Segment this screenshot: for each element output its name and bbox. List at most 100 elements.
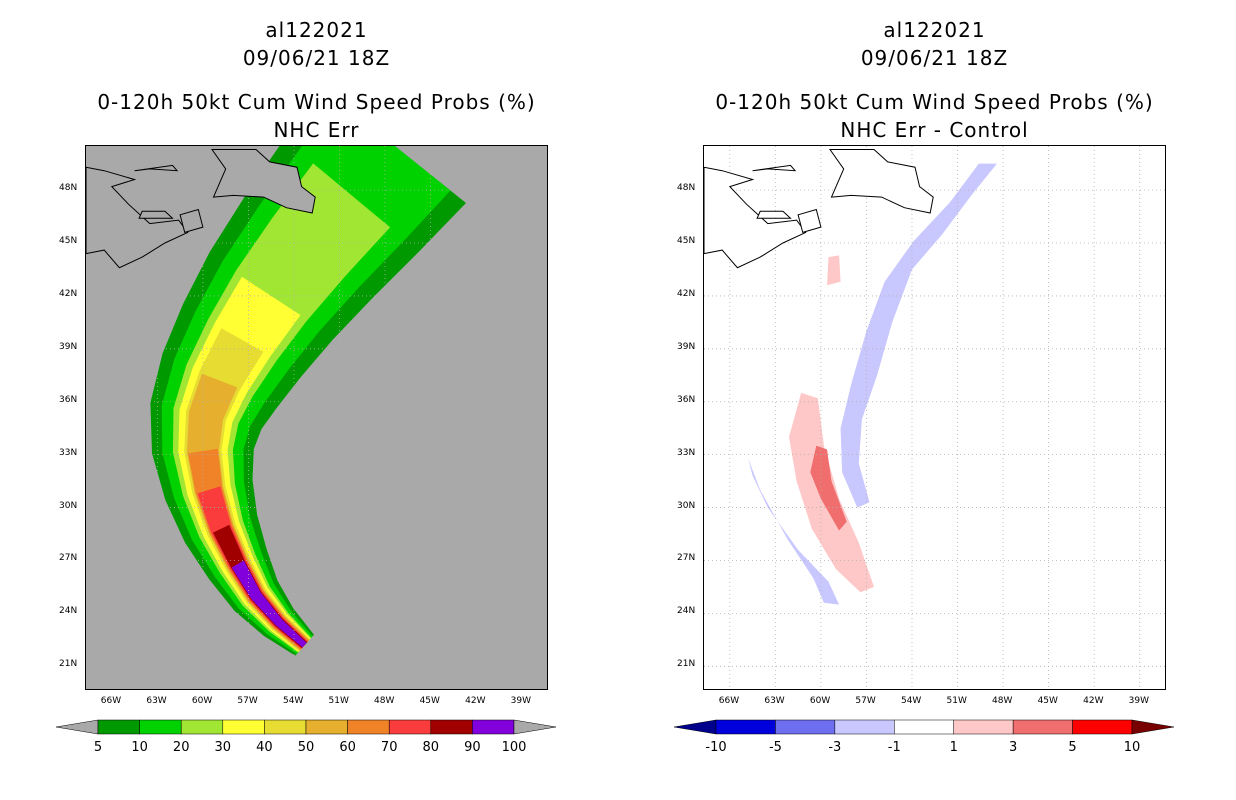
colorbar-swatch bbox=[894, 719, 954, 735]
y-tick-label: 39N bbox=[677, 341, 696, 352]
y-tick-label: 48N bbox=[677, 183, 696, 194]
y-tick-label: 45N bbox=[677, 236, 696, 246]
land-polygon bbox=[211, 149, 316, 214]
colorbar-underflow bbox=[56, 719, 99, 735]
right-map-plot bbox=[704, 146, 1165, 689]
colorbar-label: 5 bbox=[94, 740, 102, 755]
x-tick-label: 63W bbox=[764, 696, 785, 706]
x-tick-label: 45W bbox=[1037, 696, 1058, 706]
colorbar-label: 70 bbox=[381, 740, 398, 755]
land-polygon bbox=[179, 208, 204, 234]
left-map-plot bbox=[86, 146, 547, 689]
left-datetime: 09/06/21 18Z bbox=[242, 46, 391, 70]
land-polygon bbox=[756, 210, 792, 219]
x-tick-label: 51W bbox=[328, 696, 349, 706]
y-tick-label: 27N bbox=[59, 553, 78, 564]
land-polygon bbox=[86, 166, 189, 269]
x-tick-label: 66W bbox=[100, 696, 122, 706]
land-polygon bbox=[752, 164, 797, 172]
colorbar-swatch bbox=[834, 719, 895, 735]
prob-contour-50 bbox=[186, 373, 310, 651]
x-tick-label: 42W bbox=[1083, 696, 1104, 706]
x-tick-label: 57W bbox=[855, 696, 876, 706]
colorbar-underflow bbox=[674, 719, 717, 735]
y-tick-label: 48N bbox=[59, 183, 78, 194]
colorbar-label: 30 bbox=[215, 740, 232, 755]
diff-contour-plus-3 bbox=[810, 445, 847, 531]
diff-contour-plus-1-north bbox=[827, 255, 841, 286]
right-product-title: 0-120h 50kt Cum Wind Speed Probs (%) bbox=[715, 90, 1154, 114]
x-tick-label: 63W bbox=[146, 696, 167, 706]
y-tick-label: 30N bbox=[59, 500, 78, 511]
x-tick-label: 57W bbox=[237, 696, 258, 706]
colorbar-label: -5 bbox=[769, 740, 782, 755]
y-tick-label: 30N bbox=[677, 500, 696, 511]
coastline bbox=[86, 149, 316, 269]
y-tick-label: 36N bbox=[677, 394, 696, 405]
x-tick-label: 60W bbox=[191, 696, 213, 706]
colorbar-swatch bbox=[139, 719, 182, 735]
colorbar-swatch bbox=[305, 719, 348, 735]
right-storm-id: al122021 bbox=[883, 18, 986, 42]
y-tick-label: 45N bbox=[59, 236, 78, 246]
colorbar-overflow bbox=[1131, 719, 1174, 735]
diff-contour-minus-1 bbox=[840, 163, 997, 508]
right-subtitle: NHC Err - Control bbox=[840, 118, 1029, 142]
land-polygon bbox=[797, 208, 822, 234]
x-tick-label: 60W bbox=[809, 696, 831, 706]
colorbar-swatch bbox=[472, 719, 515, 735]
colorbar-swatch bbox=[715, 719, 776, 735]
right-colorbar: -10 -5 -3 -1 1 3 5 10 bbox=[674, 719, 1174, 755]
y-tick-label: 33N bbox=[59, 447, 78, 458]
colorbar-label: 80 bbox=[423, 740, 440, 755]
x-tick-label: 39W bbox=[1128, 696, 1150, 706]
left-probability-map bbox=[85, 145, 548, 690]
x-tick-label: 45W bbox=[419, 696, 440, 706]
colorbar-label: 3 bbox=[1009, 740, 1017, 755]
left-product-title: 0-120h 50kt Cum Wind Speed Probs (%) bbox=[97, 90, 536, 114]
colorbar-swatch bbox=[1072, 719, 1133, 735]
y-tick-label: 27N bbox=[677, 553, 696, 564]
y-tick-label: 21N bbox=[59, 659, 78, 670]
colorbar-swatch bbox=[97, 719, 140, 735]
y-tick-label: 24N bbox=[677, 606, 696, 617]
right-difference-map bbox=[703, 145, 1166, 690]
coastline bbox=[704, 149, 934, 269]
x-tick-label: 42W bbox=[465, 696, 486, 706]
y-tick-label: 36N bbox=[59, 394, 78, 405]
left-colorbar: 5 10 20 30 40 50 60 70 80 90 100 bbox=[56, 719, 556, 755]
x-tick-label: 48W bbox=[992, 696, 1013, 706]
land-polygon bbox=[829, 149, 934, 214]
land-polygon bbox=[134, 164, 179, 172]
grid bbox=[704, 146, 1165, 689]
colorbar-label: 20 bbox=[173, 740, 190, 755]
land-polygon bbox=[138, 210, 174, 219]
colorbar-label: 90 bbox=[464, 740, 481, 755]
y-tick-label: 42N bbox=[677, 288, 696, 299]
y-tick-label: 21N bbox=[677, 659, 696, 670]
x-tick-label: 51W bbox=[946, 696, 967, 706]
grid bbox=[86, 146, 547, 689]
left-storm-id: al122021 bbox=[265, 18, 368, 42]
colorbar-label: 50 bbox=[298, 740, 315, 755]
x-tick-label: 54W bbox=[282, 696, 304, 706]
colorbar-swatch bbox=[222, 719, 265, 735]
colorbar-label: 10 bbox=[131, 740, 148, 755]
colorbar-swatch bbox=[430, 719, 473, 735]
colorbar-swatch bbox=[775, 719, 836, 735]
colorbar-swatch bbox=[347, 719, 390, 735]
x-tick-label: 66W bbox=[718, 696, 740, 706]
y-tick-label: 33N bbox=[677, 447, 696, 458]
colorbar-label: 40 bbox=[256, 740, 273, 755]
colorbar-overflow bbox=[513, 719, 556, 735]
colorbar-swatch bbox=[953, 719, 1014, 735]
land-polygon bbox=[704, 166, 807, 269]
colorbar-label: 10 bbox=[1124, 740, 1141, 755]
x-tick-label: 39W bbox=[510, 696, 532, 706]
colorbar-swatch bbox=[264, 719, 307, 735]
prob-contour-90 bbox=[231, 560, 307, 648]
x-tick-label: 54W bbox=[900, 696, 922, 706]
diff-contour-minus-1-west bbox=[748, 458, 840, 605]
colorbar-swatch bbox=[388, 719, 432, 735]
y-tick-label: 42N bbox=[59, 288, 78, 299]
